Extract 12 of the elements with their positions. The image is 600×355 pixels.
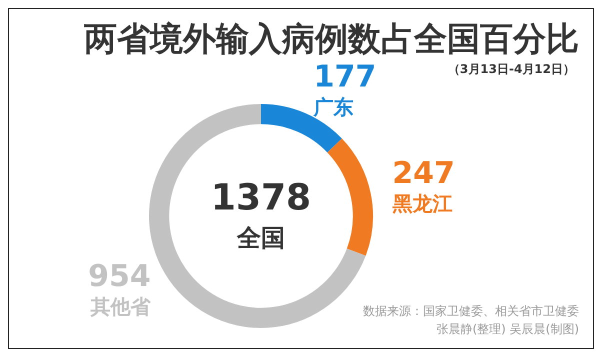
- text: （3月13日-4月12日）: [448, 61, 575, 78]
- source-note: 数据来源：国家卫健委、相关省市卫健委: [363, 303, 579, 320]
- chart-title: 两省境外输入病例数占全国百分比: [84, 19, 579, 58]
- data-label: 954: [88, 258, 151, 294]
- text: 张晨静(整理) 吴辰晨(制图): [435, 321, 579, 338]
- slice-label: 广东: [312, 94, 354, 119]
- slice-label: 其他省: [90, 294, 152, 318]
- text: 全国: [236, 224, 285, 252]
- data-label: 177: [314, 60, 376, 95]
- text: 1378: [210, 177, 312, 218]
- slice-label: 黑龙江: [391, 192, 452, 216]
- data-label: 247: [392, 156, 455, 192]
